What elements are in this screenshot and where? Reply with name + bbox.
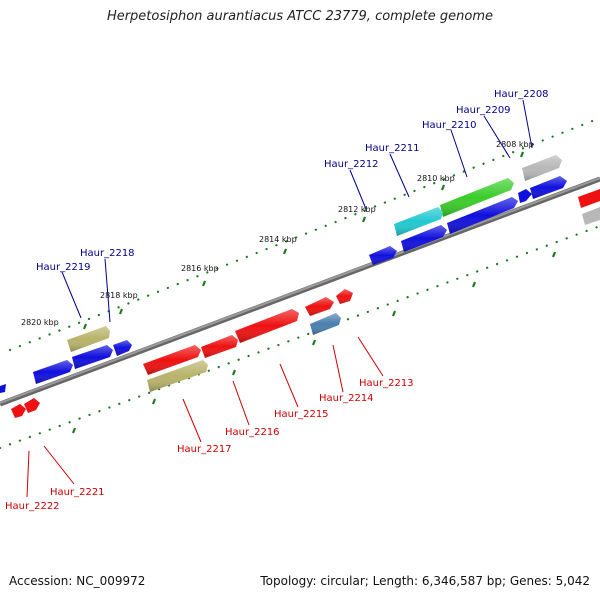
- gene-haur-2222[interactable]: [11, 404, 26, 418]
- label-haur-2213: Haur_2213: [359, 378, 414, 389]
- gene-haur-2214-b[interactable]: [310, 313, 341, 335]
- label-haur-2212: Haur_2212: [324, 159, 379, 170]
- major-ticks: [71, 151, 557, 434]
- gene-haur-2213[interactable]: [336, 289, 353, 304]
- gene-haur-2210[interactable]: [440, 178, 514, 217]
- forward-leader-lines: [61, 99, 533, 323]
- reverse-genes: [11, 289, 353, 418]
- scale-label-2812: 2812 kbp: [338, 205, 376, 214]
- reverse-leader-lines: [26, 336, 384, 498]
- gene-haur-2211-b[interactable]: [401, 225, 447, 252]
- gene-haur-2209-b[interactable]: [530, 176, 567, 199]
- accession-text: Accession: NC_009972: [9, 574, 146, 588]
- reverse-gene-labels: Haur_2213 Haur_2214 Haur_2215 Haur_2216 …: [5, 378, 414, 512]
- label-haur-2219: Haur_2219: [36, 262, 91, 273]
- gene-haur-2210-b[interactable]: [447, 197, 518, 234]
- label-haur-2217: Haur_2217: [177, 444, 232, 455]
- scale-label-2814: 2814 kbp: [259, 235, 297, 244]
- scale-label-2818: 2818 kbp: [100, 291, 138, 300]
- gene-haur-2221[interactable]: [24, 398, 40, 413]
- gene-haur-2212[interactable]: [369, 246, 397, 265]
- gene-haur-2211[interactable]: [394, 207, 443, 236]
- scale-label-2820: 2820 kbp: [21, 318, 59, 327]
- label-haur-2210: Haur_2210: [422, 120, 477, 131]
- forward-gene-labels: Haur_2208 Haur_2209 Haur_2210 Haur_2211 …: [36, 89, 549, 273]
- gene-haur-2217[interactable]: [143, 345, 201, 375]
- scale-labels: 2808 kbp 2810 kbp 2812 kbp 2814 kbp 2816…: [21, 140, 534, 327]
- gene-haur-2209[interactable]: [518, 189, 532, 203]
- outer-tick-track: [8, 116, 600, 352]
- scale-label-2816: 2816 kbp: [181, 264, 219, 273]
- gene-haur-2218[interactable]: [113, 340, 132, 356]
- label-haur-2209: Haur_2209: [456, 105, 511, 116]
- gene-haur-2219[interactable]: [67, 326, 110, 352]
- gene-edge-left[interactable]: [0, 384, 6, 393]
- label-haur-2216: Haur_2216: [225, 427, 280, 438]
- gene-haur-2215[interactable]: [235, 309, 299, 343]
- gene-haur-2216[interactable]: [201, 335, 238, 358]
- gene-haur-2218-b[interactable]: [72, 345, 113, 369]
- label-haur-2221: Haur_2221: [50, 487, 105, 498]
- label-haur-2222: Haur_2222: [5, 501, 60, 512]
- gene-haur-2214[interactable]: [305, 297, 334, 316]
- scale-label-2810: 2810 kbp: [417, 174, 455, 183]
- label-haur-2214: Haur_2214: [319, 393, 374, 404]
- label-haur-2208: Haur_2208: [494, 89, 549, 100]
- genome-summary-text: Topology: circular; Length: 6,346,587 bp…: [260, 574, 590, 588]
- label-haur-2215: Haur_2215: [274, 409, 329, 420]
- label-haur-2218: Haur_2218: [80, 248, 135, 259]
- scale-label-2808: 2808 kbp: [496, 140, 534, 149]
- gene-haur-2208[interactable]: [522, 155, 562, 181]
- gene-haur-2217-b[interactable]: [147, 360, 208, 392]
- label-haur-2211: Haur_2211: [365, 143, 420, 154]
- forward-genes: [0, 155, 600, 393]
- gene-edge-right-gray[interactable]: [582, 207, 600, 225]
- gene-haur-2220[interactable]: [33, 360, 73, 384]
- genome-backbone: [0, 176, 600, 407]
- gene-edge-right-red[interactable]: [578, 189, 600, 208]
- inner-tick-track: [0, 224, 600, 450]
- genome-title: Herpetosiphon aurantiacus ATCC 23779, co…: [106, 9, 494, 24]
